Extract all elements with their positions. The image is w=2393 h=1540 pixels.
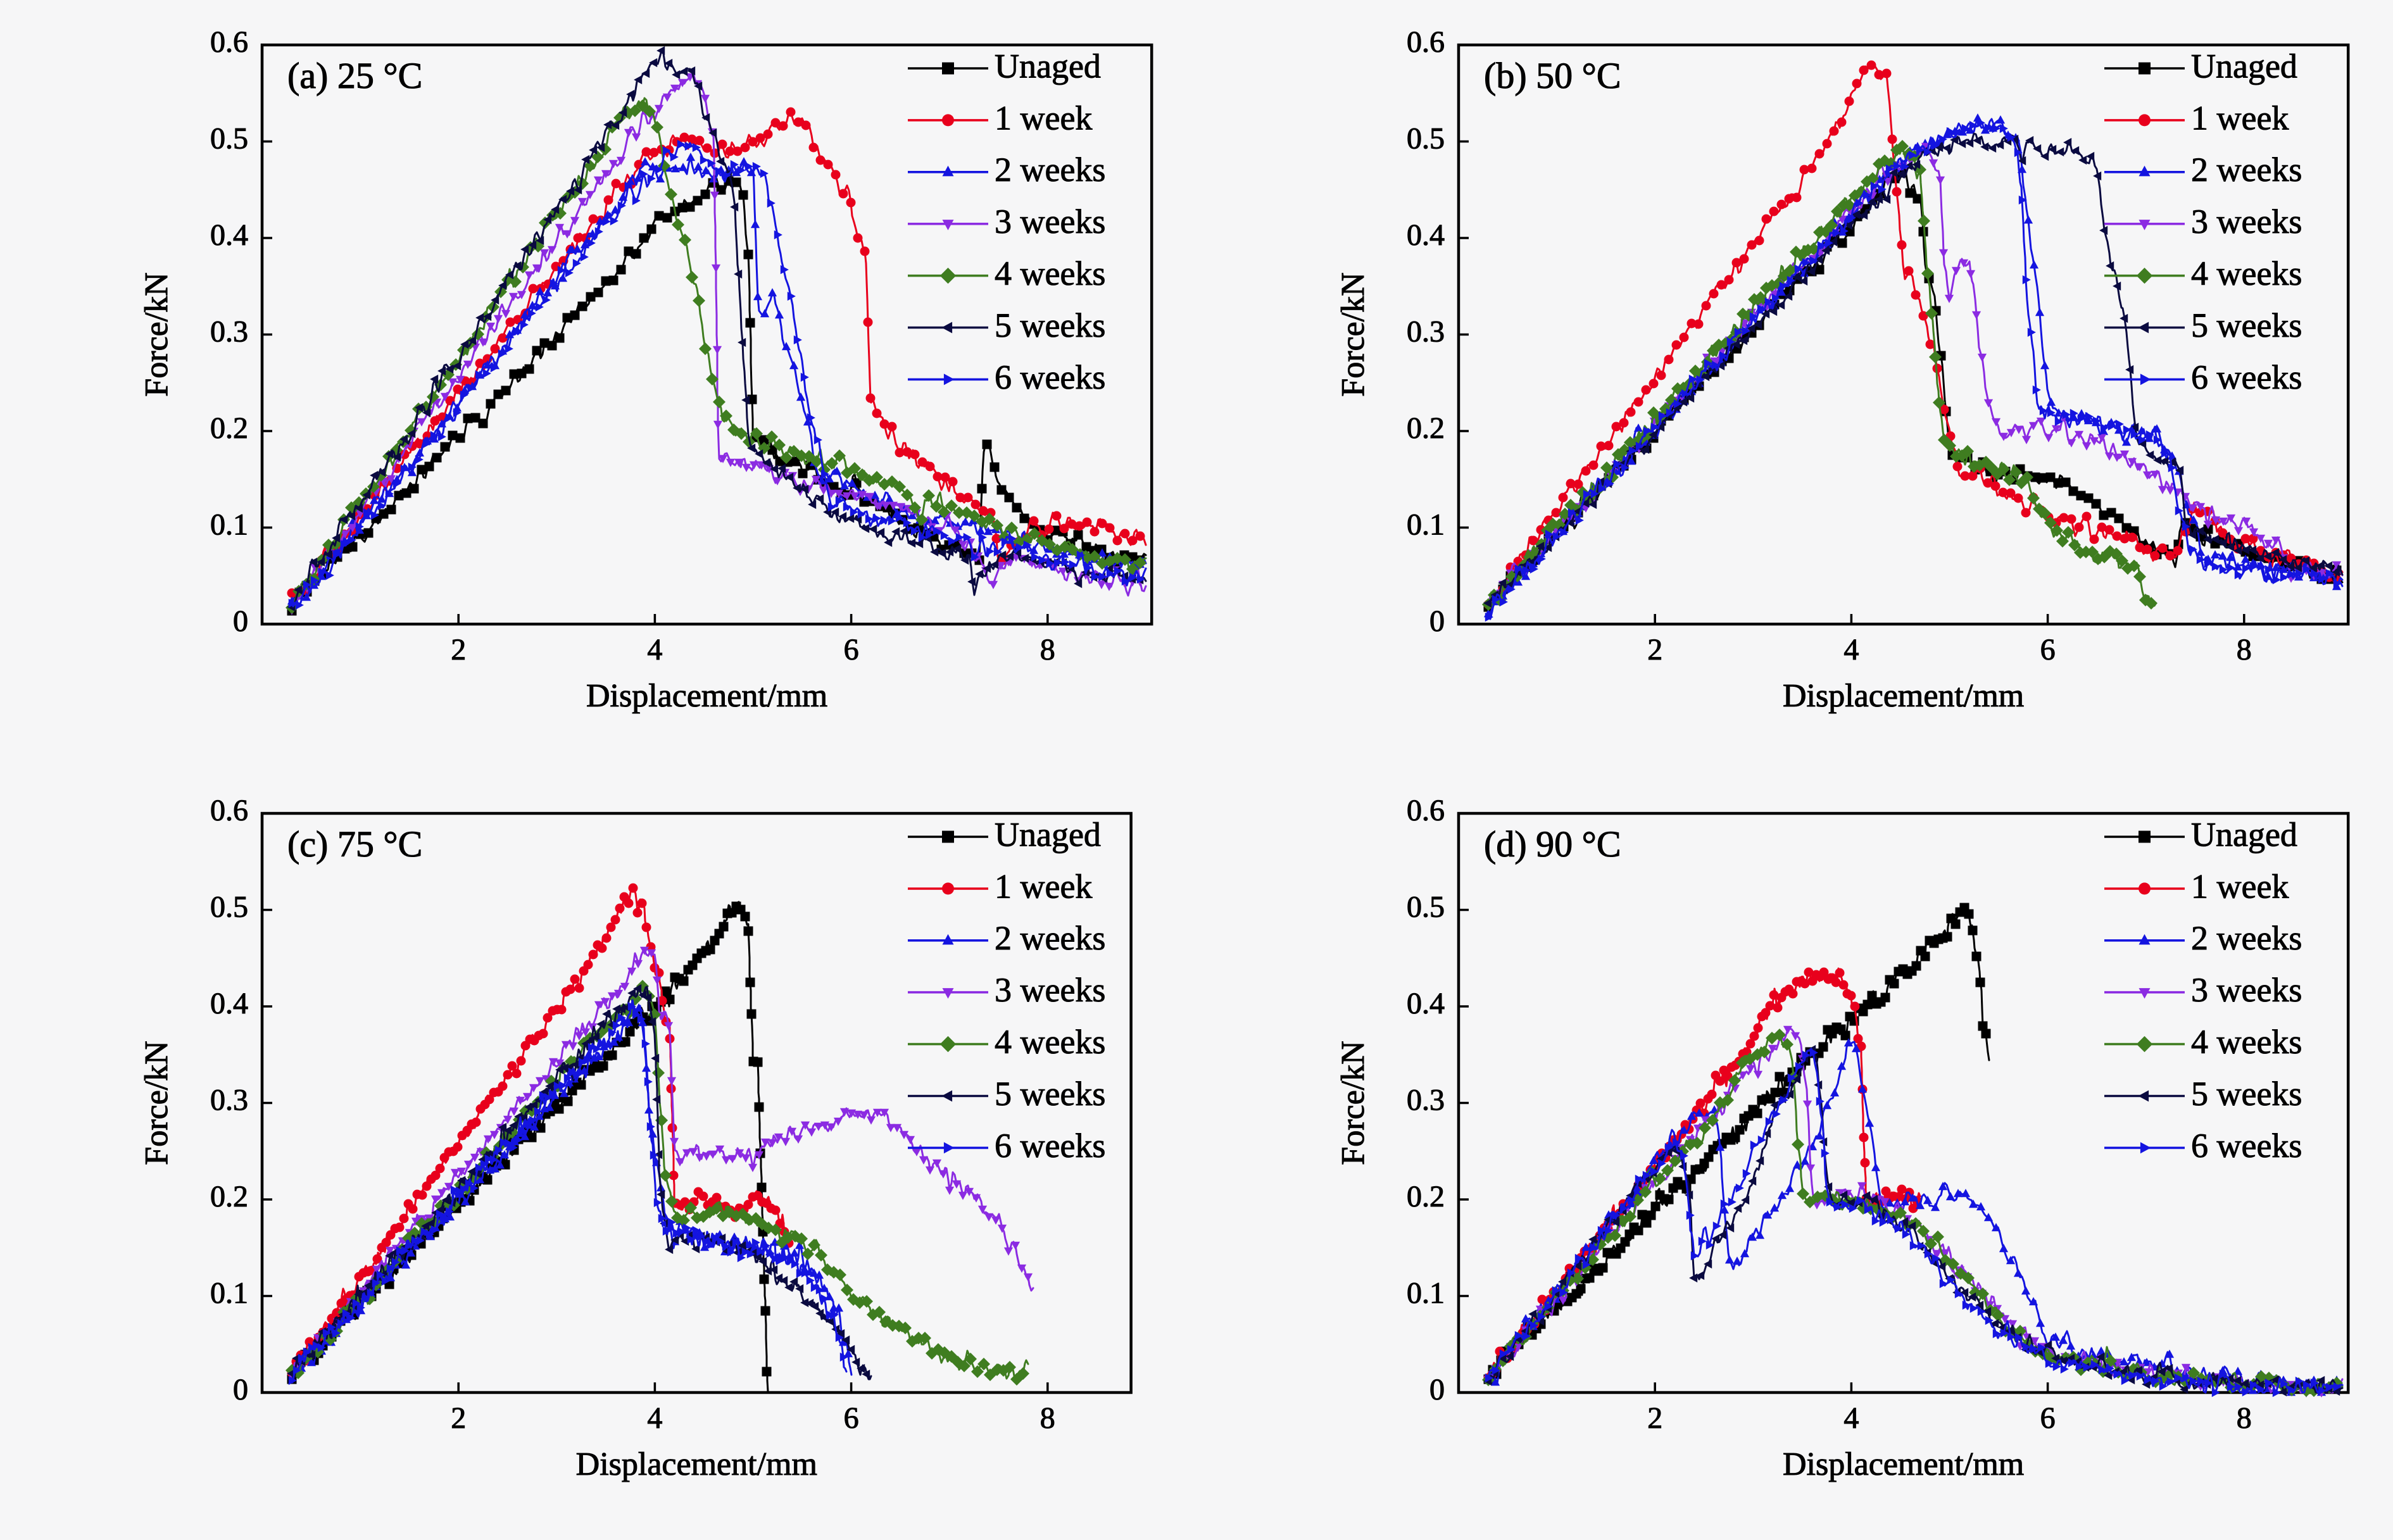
svg-text:0.1: 0.1 xyxy=(210,1277,248,1310)
svg-text:0.2: 0.2 xyxy=(1407,1180,1445,1213)
svg-text:Displacement/mm: Displacement/mm xyxy=(1783,678,2024,714)
svg-text:4: 4 xyxy=(647,633,662,667)
svg-text:0.5: 0.5 xyxy=(210,891,248,924)
svg-text:6: 6 xyxy=(844,633,859,667)
svg-text:0.1: 0.1 xyxy=(210,508,248,542)
svg-text:1 week: 1 week xyxy=(2191,99,2289,137)
svg-text:0.5: 0.5 xyxy=(1407,122,1445,156)
svg-text:0.3: 0.3 xyxy=(210,1084,248,1117)
svg-text:6: 6 xyxy=(844,1401,859,1435)
svg-text:Displacement/mm: Displacement/mm xyxy=(586,678,827,714)
svg-text:Force/kN: Force/kN xyxy=(139,272,175,396)
svg-text:3 weeks: 3 weeks xyxy=(2191,971,2302,1009)
svg-text:0.6: 0.6 xyxy=(1407,794,1445,827)
svg-text:0.5: 0.5 xyxy=(210,122,248,156)
svg-text:5 weeks: 5 weeks xyxy=(2191,1075,2302,1113)
svg-text:0.6: 0.6 xyxy=(1407,25,1445,59)
svg-text:Unaged: Unaged xyxy=(2191,815,2297,853)
svg-text:2 weeks: 2 weeks xyxy=(995,919,1105,957)
svg-text:0.4: 0.4 xyxy=(1407,218,1445,252)
svg-text:4: 4 xyxy=(1843,1401,1859,1435)
svg-text:8: 8 xyxy=(2237,1401,2252,1435)
svg-text:1 week: 1 week xyxy=(995,99,1092,137)
svg-text:4 weeks: 4 weeks xyxy=(995,254,1105,292)
svg-text:4: 4 xyxy=(647,1401,662,1435)
svg-text:0: 0 xyxy=(233,604,248,638)
svg-text:1 week: 1 week xyxy=(995,867,1092,905)
svg-text:8: 8 xyxy=(1040,1401,1055,1435)
svg-text:Unaged: Unaged xyxy=(2191,47,2297,85)
svg-text:3 weeks: 3 weeks xyxy=(995,971,1105,1009)
svg-text:(d) 90 °C: (d) 90 °C xyxy=(1484,823,1621,865)
svg-text:2: 2 xyxy=(1647,1401,1662,1435)
svg-text:0.5: 0.5 xyxy=(1407,891,1445,924)
svg-text:0.2: 0.2 xyxy=(1407,411,1445,445)
svg-text:2: 2 xyxy=(451,633,466,667)
svg-text:5 weeks: 5 weeks xyxy=(995,1075,1105,1113)
svg-text:0.3: 0.3 xyxy=(210,315,248,349)
svg-text:0.2: 0.2 xyxy=(210,411,248,445)
svg-text:0.4: 0.4 xyxy=(210,987,248,1020)
svg-text:6 weeks: 6 weeks xyxy=(2191,1127,2302,1165)
svg-text:0.4: 0.4 xyxy=(210,218,248,252)
svg-text:2: 2 xyxy=(1647,633,1662,667)
svg-text:3 weeks: 3 weeks xyxy=(995,203,1105,241)
svg-text:8: 8 xyxy=(1040,633,1055,667)
svg-text:4: 4 xyxy=(1843,633,1859,667)
svg-text:0: 0 xyxy=(1429,604,1445,638)
svg-text:5 weeks: 5 weeks xyxy=(2191,306,2302,344)
svg-text:0.3: 0.3 xyxy=(1407,315,1445,349)
svg-text:Displacement/mm: Displacement/mm xyxy=(576,1446,817,1482)
svg-text:4 weeks: 4 weeks xyxy=(2191,254,2302,292)
svg-text:0.6: 0.6 xyxy=(210,794,248,827)
svg-text:4 weeks: 4 weeks xyxy=(2191,1023,2302,1061)
svg-text:2 weeks: 2 weeks xyxy=(2191,919,2302,957)
svg-text:2: 2 xyxy=(451,1401,466,1435)
svg-text:Unaged: Unaged xyxy=(995,47,1101,85)
svg-text:0: 0 xyxy=(233,1373,248,1406)
svg-text:6 weeks: 6 weeks xyxy=(2191,358,2302,396)
svg-text:(a) 25 °C: (a) 25 °C xyxy=(287,55,422,96)
svg-text:6 weeks: 6 weeks xyxy=(995,358,1105,396)
svg-text:4 weeks: 4 weeks xyxy=(995,1023,1105,1061)
svg-text:8: 8 xyxy=(2237,633,2252,667)
svg-text:0.6: 0.6 xyxy=(210,25,248,59)
svg-text:3 weeks: 3 weeks xyxy=(2191,203,2302,241)
svg-text:0.4: 0.4 xyxy=(1407,987,1445,1020)
svg-text:Force/kN: Force/kN xyxy=(1335,272,1371,396)
svg-text:(b) 50 °C: (b) 50 °C xyxy=(1484,55,1621,96)
svg-text:Force/kN: Force/kN xyxy=(139,1041,175,1165)
svg-text:6: 6 xyxy=(2040,633,2056,667)
svg-text:6 weeks: 6 weeks xyxy=(995,1127,1105,1165)
svg-text:Unaged: Unaged xyxy=(995,815,1101,853)
svg-text:6: 6 xyxy=(2040,1401,2056,1435)
svg-text:0.1: 0.1 xyxy=(1407,508,1445,542)
svg-text:Force/kN: Force/kN xyxy=(1335,1041,1371,1165)
svg-text:0.2: 0.2 xyxy=(210,1180,248,1213)
svg-text:(c) 75 °C: (c) 75 °C xyxy=(287,823,422,865)
svg-text:0: 0 xyxy=(1429,1373,1445,1406)
svg-text:0.1: 0.1 xyxy=(1407,1277,1445,1310)
svg-text:5 weeks: 5 weeks xyxy=(995,306,1105,344)
svg-text:Displacement/mm: Displacement/mm xyxy=(1783,1446,2024,1482)
svg-text:2 weeks: 2 weeks xyxy=(2191,151,2302,189)
svg-text:0.3: 0.3 xyxy=(1407,1084,1445,1117)
svg-text:2 weeks: 2 weeks xyxy=(995,151,1105,189)
svg-text:1 week: 1 week xyxy=(2191,867,2289,905)
